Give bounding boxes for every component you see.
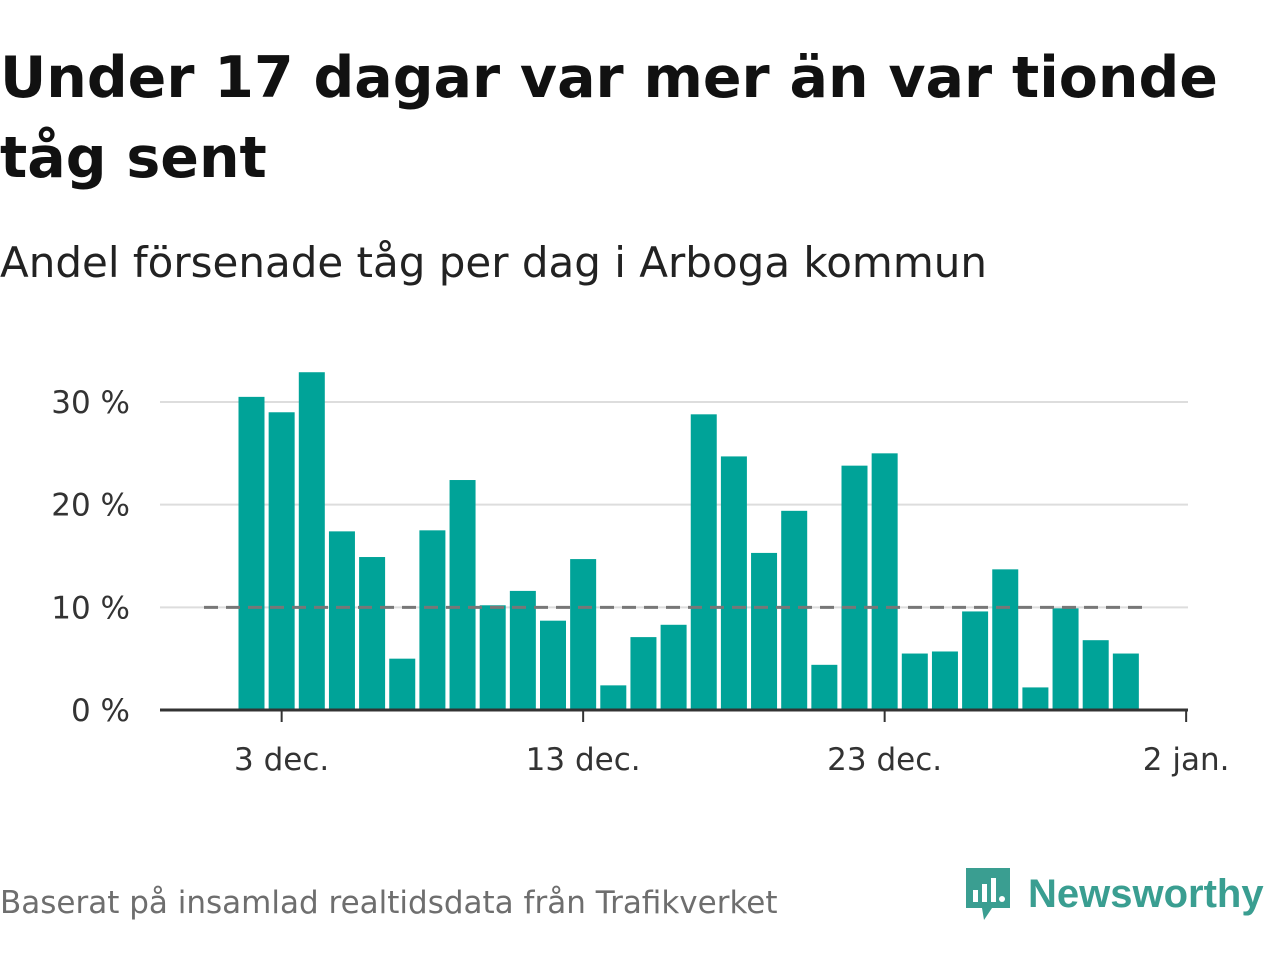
bar	[268, 412, 295, 710]
y-tick-label: 0 %	[71, 693, 130, 729]
bar	[419, 530, 446, 710]
bar	[751, 552, 778, 710]
y-tick-label: 30 %	[51, 385, 130, 421]
bar	[931, 651, 958, 710]
bar	[600, 685, 627, 710]
chart-subtitle: Andel försenade tåg per dag i Arboga kom…	[0, 238, 987, 287]
bar	[479, 605, 506, 710]
bar	[841, 465, 868, 710]
bar	[1022, 687, 1049, 710]
bar	[630, 637, 657, 710]
y-tick-label: 20 %	[51, 488, 130, 524]
bar	[570, 559, 597, 710]
source-note: Baserat på insamlad realtidsdata från Tr…	[0, 885, 778, 921]
bar	[449, 480, 476, 710]
bar	[540, 620, 566, 710]
bar	[871, 453, 898, 710]
bar	[992, 569, 1019, 710]
y-tick-label: 10 %	[51, 590, 130, 626]
x-tick-label: 2 jan.	[1143, 742, 1230, 778]
bar	[690, 414, 717, 710]
x-tick-label: 3 dec.	[234, 742, 329, 778]
x-tick-label: 23 dec.	[827, 742, 942, 778]
chart-title: Under 17 dagar var mer än var tionde tåg…	[0, 45, 1218, 191]
bar-chart: 0 % 10 % 20 % 30 % 3 dec. 13 dec. 23 dec. 2 jan…	[51, 372, 1230, 778]
bar	[359, 557, 386, 710]
bar	[1112, 653, 1139, 710]
bar	[811, 664, 838, 710]
bar	[298, 372, 325, 710]
bar	[781, 510, 808, 710]
bar	[660, 624, 687, 710]
bar	[720, 456, 747, 710]
axes: 0 % 10 % 20 % 30 % 3 dec. 13 dec. 23 dec. 2 jan…	[51, 385, 1229, 778]
bar	[328, 531, 355, 710]
bar	[901, 653, 928, 710]
bar	[238, 396, 265, 710]
bars	[238, 372, 1139, 710]
x-tick-label: 13 dec.	[526, 742, 641, 778]
bar	[962, 611, 989, 710]
newsworthy-logo[interactable]: Newsworthy	[962, 862, 1264, 926]
bar	[1082, 640, 1109, 710]
bar	[389, 658, 416, 710]
bar	[509, 590, 536, 710]
bar	[1052, 608, 1079, 710]
newsworthy-chart-icon	[966, 868, 1010, 920]
logo-wordmark: Newsworthy	[1028, 871, 1264, 916]
